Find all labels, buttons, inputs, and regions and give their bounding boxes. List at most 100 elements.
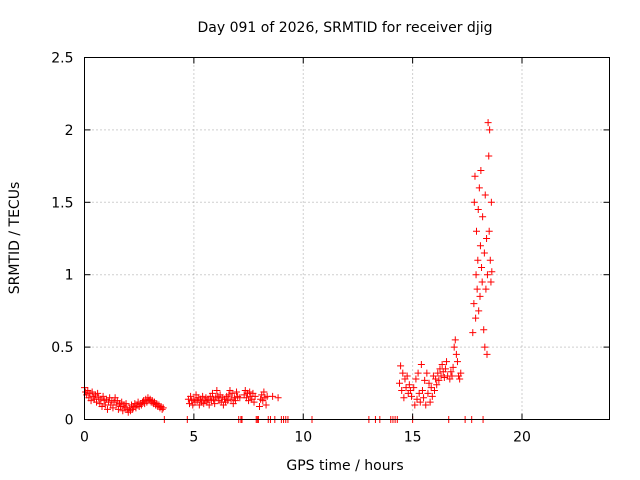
data-point bbox=[159, 404, 167, 412]
data-point bbox=[433, 381, 441, 389]
data-point bbox=[486, 256, 494, 264]
data-point bbox=[452, 350, 460, 358]
data-point bbox=[485, 227, 493, 235]
data-point bbox=[103, 405, 111, 413]
data-point bbox=[478, 263, 486, 271]
y-axis-title: SRMTID / TECUs bbox=[7, 182, 23, 295]
data-point bbox=[479, 213, 487, 221]
data-point bbox=[87, 397, 95, 405]
data-point bbox=[474, 256, 482, 264]
data-point bbox=[486, 126, 494, 134]
data-point bbox=[487, 198, 495, 206]
data-point bbox=[457, 369, 465, 377]
data-point bbox=[456, 375, 464, 383]
y-tick-label: 1.5 bbox=[51, 195, 73, 211]
data-point bbox=[269, 392, 277, 400]
data-point bbox=[231, 397, 239, 405]
data-point bbox=[470, 300, 478, 308]
data-point bbox=[428, 392, 436, 400]
data-point bbox=[473, 285, 481, 293]
data-point bbox=[418, 387, 426, 395]
data-point bbox=[99, 392, 107, 400]
data-point bbox=[398, 387, 406, 395]
data-point bbox=[421, 376, 429, 384]
plot-frame bbox=[84, 57, 610, 420]
data-point bbox=[422, 401, 430, 409]
data-point bbox=[476, 242, 484, 250]
data-point bbox=[469, 329, 477, 337]
data-point bbox=[158, 405, 166, 413]
data-point bbox=[400, 394, 408, 402]
chart-title: Day 091 of 2026, SRMTID for receiver dji… bbox=[198, 20, 493, 36]
data-point bbox=[483, 235, 491, 242]
data-point bbox=[262, 401, 270, 409]
data-point bbox=[411, 401, 419, 409]
y-tick-label: 0 bbox=[65, 413, 74, 429]
data-point bbox=[94, 389, 102, 397]
x-axis-title: GPS time / hours bbox=[286, 458, 403, 474]
data-point bbox=[132, 404, 140, 412]
x-tick-label: 15 bbox=[404, 430, 422, 446]
data-point bbox=[481, 343, 489, 351]
data-point bbox=[453, 358, 461, 366]
data-point bbox=[199, 392, 207, 400]
data-point bbox=[228, 389, 236, 397]
data-point bbox=[227, 395, 235, 403]
data-point bbox=[471, 172, 479, 180]
data-point bbox=[408, 392, 416, 400]
data-point bbox=[245, 397, 253, 405]
x-tick-label: 0 bbox=[80, 430, 89, 446]
data-point bbox=[412, 375, 420, 383]
data-point bbox=[416, 398, 424, 406]
data-point bbox=[213, 387, 221, 395]
data-point bbox=[137, 401, 145, 409]
data-point bbox=[413, 395, 421, 403]
data-point bbox=[250, 398, 258, 406]
data-point bbox=[434, 369, 442, 377]
data-point bbox=[447, 368, 455, 376]
data-point bbox=[112, 401, 120, 409]
data-point bbox=[488, 268, 496, 276]
data-point bbox=[410, 384, 418, 392]
data-point bbox=[187, 392, 195, 400]
y-tick-label: 1 bbox=[65, 268, 74, 284]
data-point bbox=[396, 379, 403, 387]
axis-ticks: 0 0.5 1 1.5 2 2.5 0 5 10 15 20 bbox=[51, 51, 610, 446]
data-point bbox=[260, 388, 268, 396]
data-point bbox=[484, 119, 492, 127]
data-point bbox=[417, 360, 425, 368]
data-point bbox=[246, 388, 254, 396]
data-point bbox=[399, 369, 407, 377]
data-point bbox=[441, 365, 449, 373]
x-tick-label: 10 bbox=[294, 430, 312, 446]
data-point bbox=[426, 398, 434, 406]
data-point bbox=[485, 152, 493, 160]
data-point bbox=[205, 401, 213, 409]
data-point bbox=[449, 363, 457, 371]
x-tick-label: 20 bbox=[513, 430, 531, 446]
data-point bbox=[423, 369, 431, 377]
data-point bbox=[483, 271, 491, 279]
data-point bbox=[190, 395, 198, 403]
data-point bbox=[122, 400, 130, 408]
data-point bbox=[233, 388, 241, 396]
data-point bbox=[274, 394, 282, 402]
data-point bbox=[236, 394, 244, 402]
data-point bbox=[438, 360, 446, 368]
y-tick-label: 2 bbox=[65, 123, 74, 139]
data-point bbox=[487, 278, 495, 286]
data-point bbox=[405, 381, 413, 389]
data-point bbox=[88, 388, 96, 396]
data-point bbox=[440, 374, 448, 382]
data-point bbox=[424, 389, 432, 397]
data-point bbox=[193, 397, 201, 405]
data-point bbox=[402, 384, 410, 392]
data-point bbox=[251, 392, 259, 400]
data-point bbox=[211, 400, 219, 408]
data-point bbox=[482, 285, 490, 293]
data-point bbox=[481, 191, 489, 199]
chart-marks bbox=[81, 119, 496, 423]
data-point bbox=[451, 336, 459, 344]
data-point bbox=[437, 372, 445, 380]
